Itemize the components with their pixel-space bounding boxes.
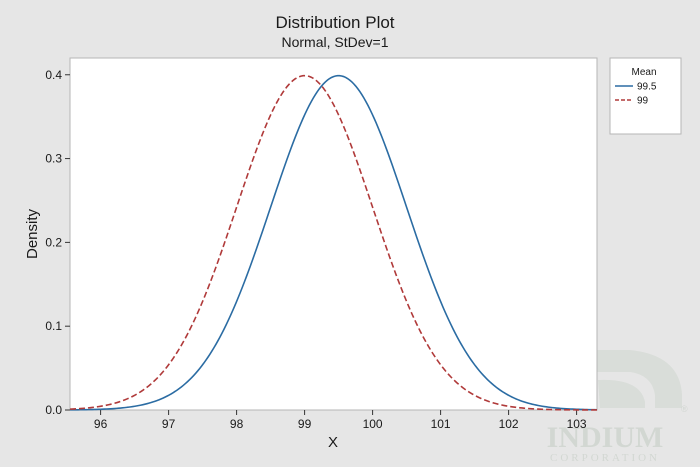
legend-label: 99 — [637, 96, 649, 107]
y-tick-label: 0.2 — [45, 235, 62, 249]
x-tick-label: 101 — [431, 417, 451, 431]
x-tick-label: 98 — [230, 417, 244, 431]
y-tick-label: 0.0 — [45, 403, 62, 417]
legend-title: Mean — [631, 67, 656, 78]
y-axis-label: Density — [24, 208, 41, 259]
watermark-registered-mark: ® — [681, 404, 688, 414]
legend-box — [609, 57, 682, 135]
y-tick-label: 0.1 — [45, 319, 62, 333]
x-tick-label: 100 — [363, 417, 383, 431]
x-axis-label: X — [328, 434, 338, 451]
y-tick-label: 0.3 — [45, 152, 62, 166]
legend: Mean 99.5 99 — [609, 57, 682, 135]
watermark-sub: CORPORATION — [550, 452, 660, 464]
x-tick-label: 96 — [94, 417, 108, 431]
legend-items: 99.5 99 — [615, 82, 657, 107]
x-tick-label: 103 — [567, 417, 587, 431]
x-tick-label: 97 — [162, 417, 176, 431]
y-tick-label: 0.4 — [45, 68, 62, 82]
series-line-99 — [69, 74, 598, 411]
x-tick-label: 102 — [499, 417, 519, 431]
chart-subtitle: Normal, StDev=1 — [282, 34, 389, 50]
axes: 96 97 98 99 100 101 102 103 0.0 0.1 0.2 0.3 0.4 — [45, 68, 587, 431]
plot-area — [69, 57, 598, 411]
watermark-brand: INDIUM — [547, 421, 664, 454]
x-tick-label: 99 — [298, 417, 312, 431]
series-curves — [69, 74, 598, 411]
chart-title: Distribution Plot — [275, 13, 394, 32]
series-line-99-5 — [69, 74, 598, 411]
legend-label: 99.5 — [637, 82, 657, 93]
